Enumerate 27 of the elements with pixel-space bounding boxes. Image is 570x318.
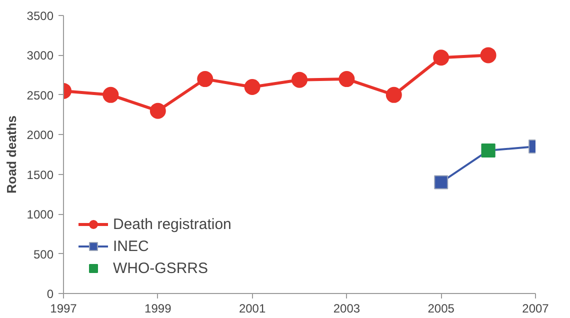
point [433,50,450,66]
x-tick-label: 1997 [50,302,78,316]
y-tick-label: 0 [46,287,54,301]
legend-label: Death registration [113,216,232,232]
point [244,79,260,95]
y-tick-label: 1000 [26,208,54,222]
point [197,71,214,88]
y-tick-label: 3500 [26,9,54,23]
point [480,47,496,64]
point [338,71,355,88]
point [150,102,166,119]
x-tick-label: 2001 [238,302,266,316]
y-tick-label: 1500 [26,168,54,182]
y-tick-label: 2000 [26,128,54,142]
x-tick-label: 2007 [522,302,550,316]
y-tick-label: 500 [33,247,54,262]
x-tick-label: 1999 [144,302,172,316]
legend-label: INEC [113,238,149,254]
y-tick-label: 2500 [26,88,54,102]
y-axis-title: Road deaths [4,115,19,194]
legend-label: WHO-GSRRS [113,260,208,276]
y-tick-label: 3000 [26,48,54,63]
point [292,72,308,88]
point [102,86,119,103]
x-tick-label: 2005 [428,302,455,316]
point [386,86,402,103]
x-tick-label: 2003 [333,302,360,316]
